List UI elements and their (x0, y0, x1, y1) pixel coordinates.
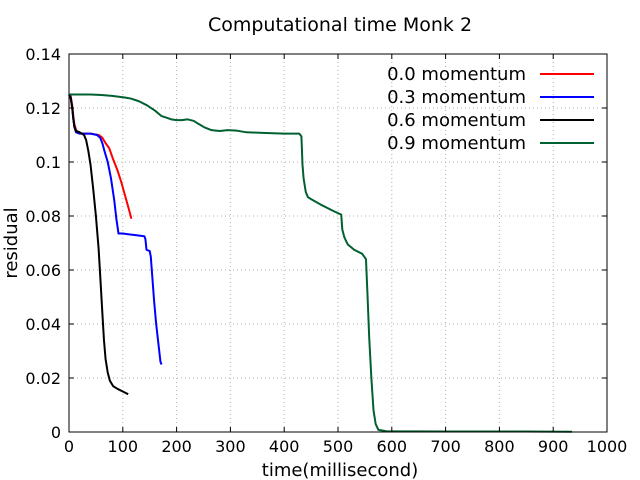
y-tick-label: 0.06 (25, 261, 61, 280)
x-tick-label: 300 (215, 437, 246, 456)
y-tick-label: 0 (51, 423, 61, 442)
x-tick-label: 900 (538, 437, 569, 456)
y-tick-label: 0.14 (25, 45, 61, 64)
y-tick-label: 0.08 (25, 207, 61, 226)
grid-layer (69, 54, 607, 432)
y-tick-label: 0.1 (36, 153, 61, 172)
x-axis-label: time(millisecond) (262, 460, 418, 480)
y-axis-label: residual (1, 207, 22, 278)
legend-label-0: 0.0 momentum (387, 64, 526, 85)
legend-label-3: 0.9 momentum (387, 133, 526, 154)
x-tick-label: 100 (108, 437, 139, 456)
y-tick-labels: 0 0.02 0.04 0.06 0.08 0.1 0.12 0.14 (25, 45, 61, 442)
x-tick-label: 600 (377, 437, 408, 456)
x-tick-label: 0 (64, 437, 74, 456)
series-line-2 (68, 93, 129, 396)
chart-title: Computational time Monk 2 (208, 14, 472, 36)
y-tick-label: 0.12 (25, 99, 61, 118)
series-layer (68, 93, 573, 433)
x-tick-label: 500 (323, 437, 354, 456)
x-tick-label: 700 (430, 437, 461, 456)
series-line-3 (69, 93, 573, 433)
x-tick-label: 800 (484, 437, 515, 456)
y-tick-label: 0.04 (25, 315, 61, 334)
legend-label-2: 0.6 momentum (387, 110, 526, 131)
x-tick-label: 200 (161, 437, 192, 456)
y-tick-label: 0.02 (25, 369, 61, 388)
x-tick-label: 1000 (587, 437, 628, 456)
tick-layer (68, 53, 608, 433)
x-tick-labels: 0 100 200 300 400 500 600 700 800 900 1000 (64, 437, 627, 456)
legend-label-1: 0.3 momentum (387, 87, 526, 108)
x-tick-label: 400 (269, 437, 300, 456)
